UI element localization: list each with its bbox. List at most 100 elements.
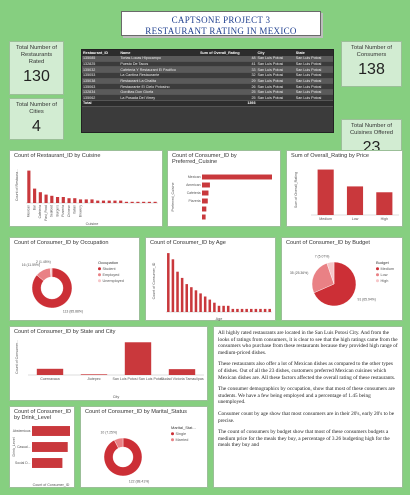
column-header[interactable]: Restaurant_ID <box>82 50 120 56</box>
table-cell: San Luis Potosi <box>294 78 333 85</box>
chart-title: Count of Consumer_ID by Age <box>150 240 226 246</box>
y-axis-label: Count of Consumer... <box>15 340 19 374</box>
bar <box>202 214 206 220</box>
table-cell: 41 <box>199 61 257 68</box>
chart-title: Count of Consumer_ID by Drink_Level <box>14 409 72 421</box>
column-header[interactable]: Sum of Overall_Rating <box>199 50 257 56</box>
bar <box>346 186 364 215</box>
tick-label: Burgers <box>55 205 59 217</box>
tick-label: Mexican <box>27 205 31 217</box>
table-cell: 33 <box>199 66 257 74</box>
chart-age: Count of Consumer_ID Age <box>152 253 272 321</box>
data-label: 16 (11.59%) <box>22 263 40 267</box>
y-axis-label: Count of Consumer_ID <box>152 262 156 299</box>
chart-cuisine: Mexican Bar Cafeteria Fast_Food Seafood Burge… <box>15 169 158 226</box>
table-cell: 32 <box>199 72 257 79</box>
kpi-label: Total Number of Cuisines Offered <box>349 123 394 136</box>
y-axis-label: Drink_Level <box>12 437 16 456</box>
table-cell: La Posada Del Virrey <box>119 94 200 102</box>
bar <box>217 305 221 312</box>
legend-item: Medium <box>381 267 395 271</box>
table-cell: 135085 <box>82 56 120 62</box>
restaurant-table: Restaurant_ID Name Sum of Overall_Rating Ci… <box>81 49 334 133</box>
table-row: 132825 Puesto De Tacos 41 San Luis Potosi Sa… <box>82 61 333 68</box>
bar <box>67 198 71 203</box>
bar <box>55 197 60 203</box>
kpi-restaurants-rated: Total Number of Restaurants Rated 130 <box>9 41 64 95</box>
bar <box>268 308 271 312</box>
table-cell: Tortas Locas Hipocampo <box>119 56 200 62</box>
insight-paragraph: Consumer count by age show that most con… <box>218 410 395 424</box>
bar <box>168 369 196 375</box>
bar <box>245 308 248 312</box>
table-cell <box>294 100 333 107</box>
table-row: 135063 Restaurante El Cielo Potosino 26 San… <box>82 83 333 90</box>
chart-preferred-cuisine-panel: Count of Consumer_ID by Preferred_Cuisin… <box>167 150 281 227</box>
kpi-label: Total Number of Cities <box>16 102 57 115</box>
slice <box>103 437 143 477</box>
column-header[interactable]: City <box>256 50 295 56</box>
bar <box>32 442 68 452</box>
bar <box>317 169 334 215</box>
bar <box>147 201 151 203</box>
table-cell: San Luis Potosi <box>256 83 295 90</box>
legend-marker <box>98 267 101 271</box>
x-axis-label: Cuisine <box>86 222 99 226</box>
bar <box>36 368 64 375</box>
chart-drink-level: Abstemious Casual... Social D... Drink_Leve… <box>12 426 70 487</box>
bar <box>202 174 272 180</box>
bar <box>50 195 54 203</box>
tick-label: Medium <box>319 217 332 221</box>
table-cell: Gorditas Don Giorfa <box>119 89 200 96</box>
bar <box>90 199 94 203</box>
legend-marker <box>98 279 101 283</box>
bar <box>33 188 37 203</box>
bar <box>32 458 63 468</box>
tick-label: Ciudad Victoria Tamaulipas <box>160 377 204 381</box>
chart-title: Count of Consumer_ID by Preferred_Cuisin… <box>172 153 237 165</box>
slice <box>326 261 335 285</box>
bar <box>96 200 100 203</box>
data-label: 35 (25.36%) <box>290 271 308 275</box>
bar <box>226 305 230 312</box>
table-cell: San Luis Potosi <box>256 72 295 79</box>
tick-label: Bar <box>32 204 36 210</box>
column-header[interactable]: Name <box>119 50 200 56</box>
table-cell: Puesto De Tacos <box>119 61 200 68</box>
x-axis-label: Count of Consumer_ID <box>33 483 70 487</box>
table-cell: Restaurante El Cielo Potosino <box>119 83 200 90</box>
chart-title: Count of Restaurant_ID by Cuisine <box>14 153 101 159</box>
bar <box>263 308 267 312</box>
chart-budget: 91 (65.94%) 35 (25.36%) 7 (5.07%) Budget Med… <box>290 254 395 307</box>
insight-paragraph: These restaurants also offer a lot of Me… <box>218 361 396 381</box>
y-axis-label: Preferred_Cuisine <box>171 183 175 212</box>
bar <box>202 206 207 212</box>
slice <box>114 437 124 449</box>
table-cell: San Luis Potosi <box>294 83 333 90</box>
table-cell: 48 <box>199 56 257 62</box>
table-cell: 135063 <box>82 83 120 90</box>
legend-marker <box>171 438 174 442</box>
table-cell: San Luis Potosi <box>256 78 295 85</box>
tick-label: Brewery <box>78 205 82 217</box>
bar <box>240 308 244 312</box>
bar <box>142 201 146 203</box>
data-label: 7 (5.07%) <box>315 254 330 258</box>
bar <box>38 192 42 203</box>
bar <box>101 200 106 203</box>
dashboard-title: CAPTSONE PROJECT 3 RESTAURANT RATING IN … <box>121 11 321 36</box>
chart-title: Count of Consumer_ID by State and City <box>14 329 116 335</box>
tick-label: Seafood <box>50 205 54 217</box>
bar <box>78 199 83 203</box>
bar <box>259 308 262 312</box>
bar <box>73 198 77 203</box>
column-header[interactable]: State <box>294 50 333 56</box>
tick-label: Social D... <box>15 461 31 465</box>
table-cell: 135062 <box>82 94 120 102</box>
chart-occupation: 113 (85.88%) 16 (11.59%)2 (1.45%) Occupati… <box>22 260 124 314</box>
table-cell: 135038 <box>82 78 120 85</box>
table-cell: Total <box>82 100 120 107</box>
chart-age-panel: Count of Consumer_ID by Age Count of Con… <box>145 237 276 321</box>
data-label: 10 (7.25%) <box>101 431 118 435</box>
tick-label: High <box>381 217 388 221</box>
